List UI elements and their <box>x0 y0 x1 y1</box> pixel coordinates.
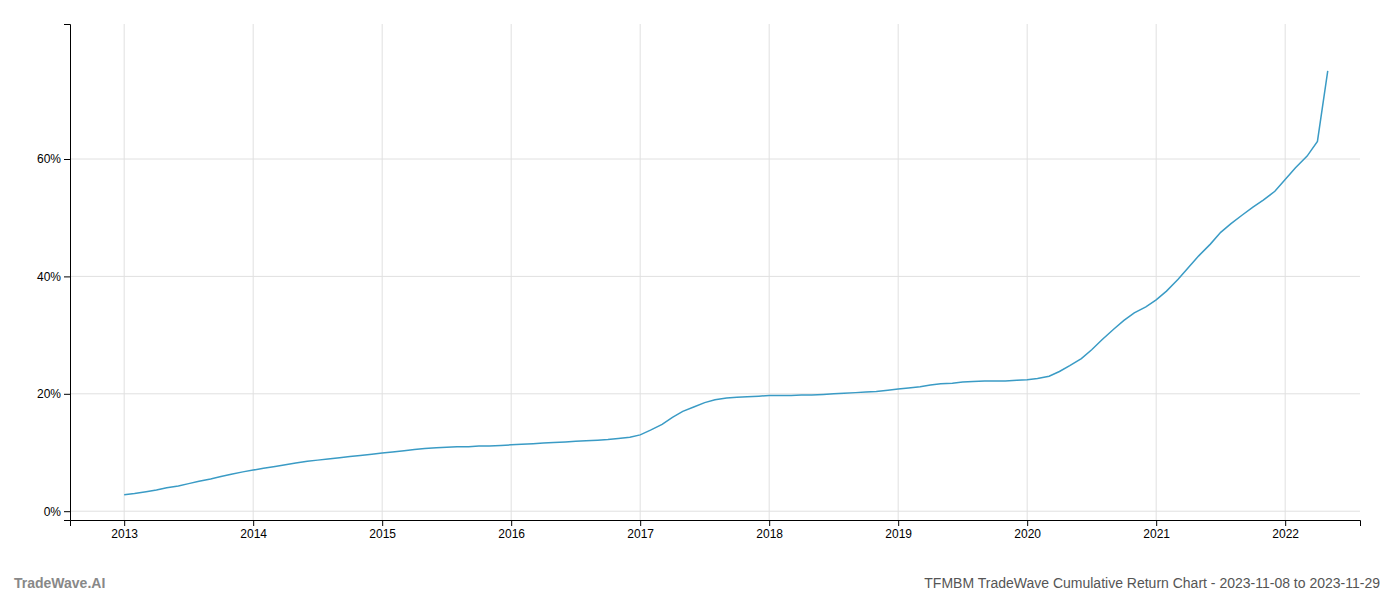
axis-line <box>64 25 71 521</box>
tick: 2019 <box>885 520 912 541</box>
tick-label: 2017 <box>627 527 654 541</box>
tick: 2022 <box>1272 520 1299 541</box>
tick-mark <box>64 511 70 512</box>
grid-line-y <box>70 276 1360 277</box>
tick-label: 2021 <box>1143 527 1170 541</box>
tick-label: 2016 <box>498 527 525 541</box>
tick-label: 2022 <box>1272 527 1299 541</box>
grid-line-x <box>382 24 383 520</box>
grid <box>70 24 1360 520</box>
grid-line-y <box>70 393 1360 394</box>
tick: 20% <box>37 387 70 401</box>
tick-label: 20% <box>37 387 61 401</box>
tick-label: 0% <box>44 505 62 519</box>
tick-label: 60% <box>37 152 61 166</box>
tick-mark <box>769 520 770 526</box>
annotation: TradeWave.AI <box>14 575 105 591</box>
tick-mark <box>1285 520 1286 526</box>
tick: 2017 <box>627 520 654 541</box>
grid-line-x <box>253 24 254 520</box>
x-axis: 2013 2014 2015 2016 2017 2018 2019 2020 2021 2022 <box>71 520 1361 541</box>
tick-mark <box>382 520 383 526</box>
tick-mark <box>64 276 70 277</box>
y-axis: 0% 20% 40% 60% <box>37 25 71 521</box>
grid-line-x <box>1027 24 1028 520</box>
tick-mark <box>124 520 125 526</box>
tick-label: 2013 <box>111 527 138 541</box>
tick-mark <box>640 520 641 526</box>
grid-line-y <box>70 159 1360 160</box>
tick: 2020 <box>1014 520 1041 541</box>
tick-label: 40% <box>37 270 61 284</box>
tick-mark <box>253 520 254 526</box>
title: TFMBM TradeWave Cumulative Return Chart … <box>924 575 1380 591</box>
tick-mark <box>1156 520 1157 526</box>
grid-line-x <box>124 24 125 520</box>
tick: 2016 <box>498 520 525 541</box>
axis-line <box>71 521 1361 527</box>
tick: 2018 <box>756 520 783 541</box>
grid-line-x <box>898 24 899 520</box>
tick-mark <box>64 159 70 160</box>
tick: 2014 <box>240 520 267 541</box>
grid-line-y <box>70 511 1360 512</box>
grid-line-x <box>640 24 641 520</box>
tick-mark <box>898 520 899 526</box>
tick: 2021 <box>1143 520 1170 541</box>
data-layer <box>124 71 1328 495</box>
chart: 2013 2014 2015 2016 2017 2018 2019 2020 2021 2022… <box>0 0 1400 600</box>
grid-line-x <box>769 24 770 520</box>
tick-mark <box>64 394 70 395</box>
tick: 60% <box>37 152 70 166</box>
tick-label: 2020 <box>1014 527 1041 541</box>
tick-mark <box>511 520 512 526</box>
grid-line-x <box>1156 24 1157 520</box>
tick-label: 2019 <box>885 527 912 541</box>
plot: 2013 2014 2015 2016 2017 2018 2019 2020 2021 2022… <box>37 24 1361 541</box>
tick-label: 2015 <box>369 527 396 541</box>
line <box>124 71 1328 495</box>
tick: 2013 <box>111 520 138 541</box>
tick: 2015 <box>369 520 396 541</box>
tick: 40% <box>37 270 70 284</box>
tick-mark <box>1027 520 1028 526</box>
grid-line-x <box>1285 24 1286 520</box>
tick: 0% <box>44 505 70 519</box>
tick-label: 2014 <box>240 527 267 541</box>
tick-label: 2018 <box>756 527 783 541</box>
